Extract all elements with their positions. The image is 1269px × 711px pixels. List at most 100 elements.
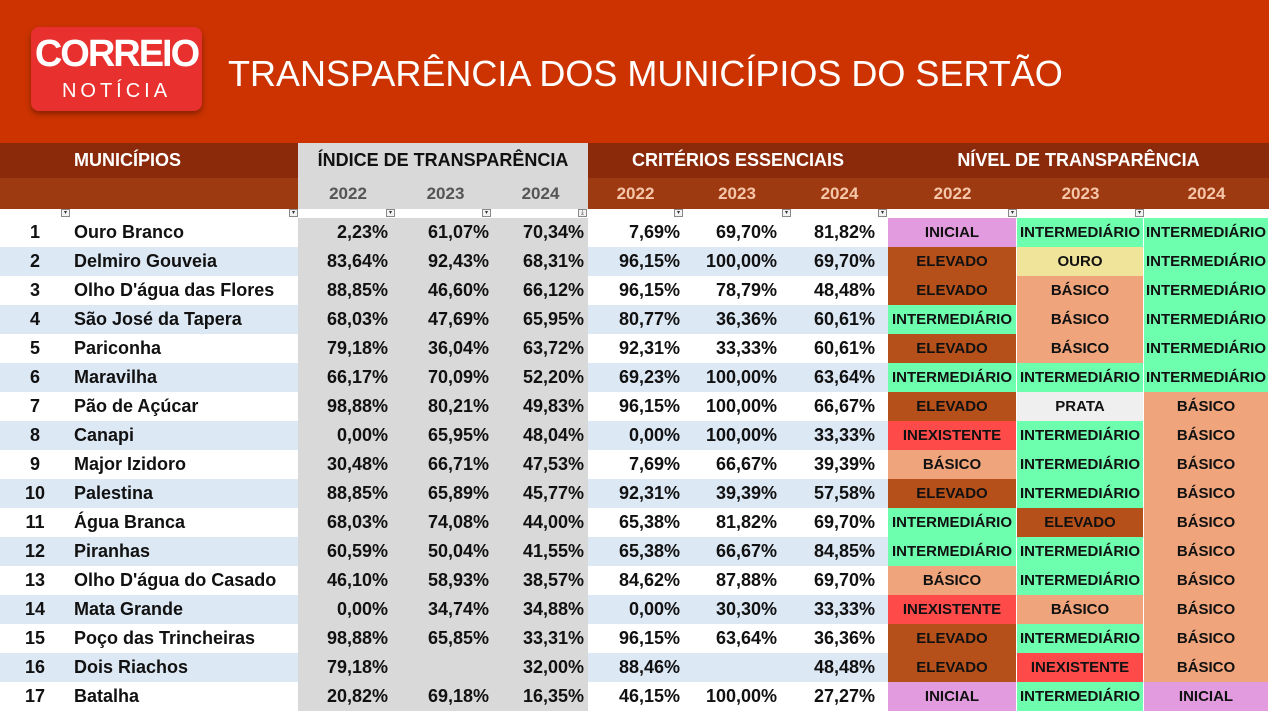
criterio-value: 33,33% (715, 338, 777, 358)
table-row[interactable]: 6 Maravilha 66,17% 70,09% 52,20% 69,23% 100,00… (0, 363, 1269, 392)
indice-cell: 48,04% (493, 421, 588, 450)
nivel-badge: BÁSICO (1017, 276, 1144, 305)
indice-value: 92,43% (427, 251, 489, 271)
municipio-name: Pariconha (74, 338, 162, 358)
table-row[interactable]: 17 Batalha 20,82% 69,18% 16,35% 46,15% 100,00%… (0, 682, 1269, 711)
indice-value: 46,60% (427, 280, 489, 300)
header-municipios: MUNICÍPIOS (74, 150, 182, 170)
nivel-badge: PRATA (1017, 392, 1144, 421)
indice-cell: 65,95% (398, 421, 493, 450)
criterio-value: 84,85% (813, 541, 875, 561)
criterio-value: 81,82% (715, 512, 777, 532)
row-number: 14 (24, 599, 46, 619)
indice-value: 88,85% (326, 280, 388, 300)
criterio-value: 88,46% (618, 657, 680, 677)
row-number: 5 (29, 338, 40, 358)
indice-value: 83,64% (326, 251, 388, 271)
municipio-name: Batalha (74, 686, 140, 706)
table-row[interactable]: 8 Canapi 0,00% 65,95% 48,04% 0,00% 100,00% 33,3… (0, 421, 1269, 450)
table-row[interactable]: 2 Delmiro Gouveia 83,64% 92,43% 68,31% 96,15%… (0, 247, 1269, 276)
table-row[interactable]: 10 Palestina 88,85% 65,89% 45,77% 92,31% 39,39… (0, 479, 1269, 508)
criterio-value: 69,70% (813, 251, 875, 271)
criterio-value: 48,48% (813, 657, 875, 677)
indice-value: 79,18% (326, 338, 388, 358)
municipio-name: Delmiro Gouveia (74, 251, 218, 271)
filter-dropdown-icon[interactable]: ▾ (482, 209, 491, 217)
row-number: 9 (29, 454, 40, 474)
row-number: 3 (29, 280, 40, 300)
indice-cell: 63,72% (493, 334, 588, 363)
criterio-value: 7,69% (628, 222, 680, 242)
filter-dropdown-icon[interactable]: ▾ (386, 209, 395, 217)
logo-text-bottom: NOTÍCIA (61, 80, 172, 102)
criterio-value: 81,82% (813, 222, 875, 242)
indice-value: 79,18% (326, 657, 388, 677)
criterio-value: 46,15% (618, 686, 680, 706)
filter-dropdown-icon[interactable]: ▾ (1135, 209, 1144, 217)
municipio-name: Ouro Branco (74, 222, 185, 242)
indice-cell: 60,59% (298, 537, 398, 566)
row-number: 1 (29, 222, 40, 242)
nivel-badge: BÁSICO (1144, 508, 1269, 537)
table-row[interactable]: 4 São José da Tapera 68,03% 47,69% 65,95% 80,… (0, 305, 1269, 334)
table-row[interactable]: 3 Olho D'água das Flores 88,85% 46,60% 66,12… (0, 276, 1269, 305)
indice-value: 74,08% (427, 512, 489, 532)
indice-cell: 36,04% (398, 334, 493, 363)
criterio-value: 39,39% (813, 454, 875, 474)
indice-value: 41,55% (522, 541, 584, 561)
indice-year-2024: 2024 (521, 184, 560, 203)
table-row[interactable]: 9 Major Izidoro 30,48% 66,71% 47,53% 7,69% 66,… (0, 450, 1269, 479)
criterio-value: 100,00% (705, 396, 777, 416)
indice-value: 68,31% (522, 251, 584, 271)
filter-dropdown-icon[interactable]: ▾ (878, 209, 887, 217)
municipio-name: Água Branca (74, 512, 186, 532)
indice-cell: 65,85% (398, 624, 493, 653)
filter-dropdown-icon[interactable]: ▾ (289, 209, 298, 217)
logo-text-top: CORREIO (34, 33, 200, 75)
filter-dropdown-icon[interactable]: ▾ (1008, 209, 1017, 217)
indice-value: 61,07% (427, 222, 489, 242)
filter-dropdown-icon[interactable]: ▾ (674, 209, 683, 217)
indice-value: 47,53% (522, 454, 584, 474)
indice-value: 80,21% (427, 396, 489, 416)
criterio-value: 92,31% (618, 338, 680, 358)
criterio-value: 100,00% (705, 425, 777, 445)
nivel-badge: BÁSICO (1144, 624, 1269, 653)
filter-sorted-icon[interactable]: ⤓ (578, 209, 587, 217)
nivel-badge: INTERMEDIÁRIO (1017, 363, 1144, 392)
nivel-badge: ELEVADO (888, 276, 1017, 305)
criterio-value: 0,00% (628, 599, 680, 619)
table-row[interactable]: 11 Água Branca 68,03% 74,08% 44,00% 65,38% 81,… (0, 508, 1269, 537)
filter-dropdown-icon[interactable]: ▾ (782, 209, 791, 217)
indice-cell: 16,35% (493, 682, 588, 711)
nivel-badge: INTERMEDIÁRIO (1017, 537, 1144, 566)
nivel-year-2023: 2023 (1061, 184, 1100, 203)
indice-value: 0,00% (336, 425, 388, 445)
criterio-value: 63,64% (715, 628, 777, 648)
indice-cell: 44,00% (493, 508, 588, 537)
filter-dropdown-icon[interactable]: ▾ (61, 209, 70, 217)
indice-value: 50,04% (427, 541, 489, 561)
indice-cell: 46,60% (398, 276, 493, 305)
table-row[interactable]: 16 Dois Riachos 79,18% 32,00% 88,46% 48,48% EL… (0, 653, 1269, 682)
indice-cell: 38,57% (493, 566, 588, 595)
table-row[interactable]: 1 Ouro Branco 2,23% 61,07% 70,34% 7,69% 69,70%… (0, 218, 1269, 247)
nivel-badge: BÁSICO (1017, 305, 1144, 334)
indice-value: 16,35% (522, 686, 584, 706)
criterio-value: 63,64% (813, 367, 875, 387)
criterio-value: 36,36% (813, 628, 875, 648)
table-row[interactable]: 5 Pariconha 79,18% 36,04% 63,72% 92,31% 33,33%… (0, 334, 1269, 363)
nivel-badge: INTERMEDIÁRIO (888, 537, 1017, 566)
nivel-year-2022: 2022 (933, 184, 972, 203)
table-row[interactable]: 7 Pão de Açúcar 98,88% 80,21% 49,83% 96,15% 10… (0, 392, 1269, 421)
table-row[interactable]: 12 Piranhas 60,59% 50,04% 41,55% 65,38% 66,67%… (0, 537, 1269, 566)
indice-year-2022: 2022 (329, 184, 367, 203)
municipio-name: Piranhas (74, 541, 151, 561)
indice-value: 65,85% (427, 628, 489, 648)
table-row[interactable]: 15 Poço das Trincheiras 98,88% 65,85% 33,31%… (0, 624, 1269, 653)
table-row[interactable]: 13 Olho D'água do Casado 46,10% 58,93% 38,57… (0, 566, 1269, 595)
nivel-badge: BÁSICO (1144, 421, 1269, 450)
nivel-badge: INTERMEDIÁRIO (888, 363, 1017, 392)
table-row[interactable]: 14 Mata Grande 0,00% 34,74% 34,88% 0,00% 30,30… (0, 595, 1269, 624)
indice-cell: 88,85% (298, 479, 398, 508)
